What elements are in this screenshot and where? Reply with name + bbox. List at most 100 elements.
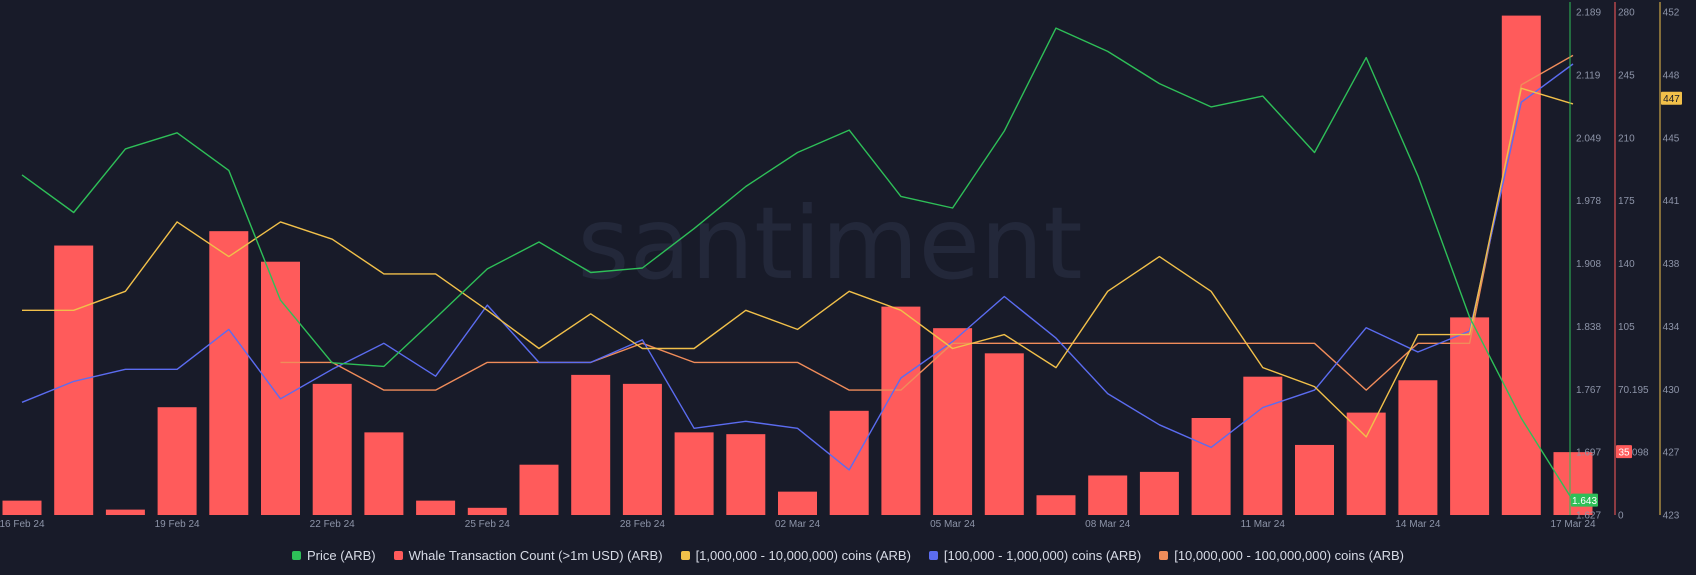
- price-axis-tick-label: 2.119: [1576, 70, 1601, 81]
- supply-current-badge-bg: [1661, 91, 1682, 105]
- price-axis-tick-label: 1.838: [1576, 322, 1601, 333]
- supply-current-badge: 447: [1663, 94, 1680, 105]
- whale-bar: [54, 245, 94, 516]
- whale-bar: [364, 432, 404, 515]
- coins-10m-100m-line: [280, 54, 1574, 391]
- legend-label: [1,000,000 - 10,000,000) coins (ARB): [695, 548, 911, 563]
- whale-bar: [1295, 444, 1334, 515]
- whale-axis-tick-label: 280: [1618, 8, 1635, 19]
- supply-axis-tick-label: 438: [1663, 259, 1680, 270]
- price-axis-tick-label: 1.697: [1576, 448, 1601, 459]
- legend-label: Price (ARB): [306, 548, 376, 563]
- supply-axis-tick-label: 434: [1663, 322, 1680, 333]
- whale-bar: [261, 261, 300, 515]
- supply-axis-tick-label: 448: [1663, 70, 1680, 81]
- price-axis-tick-label: 2.049: [1576, 133, 1601, 144]
- x-tick-label: 28 Feb 24: [620, 519, 665, 530]
- whale-bar: [1088, 475, 1128, 515]
- whale-bar: [1346, 412, 1386, 515]
- whale-bar: [1398, 380, 1438, 515]
- whale-axis-tick-label: 245: [1618, 70, 1635, 81]
- legend-swatch: [393, 551, 403, 560]
- whale-current-badge-bg: [1616, 445, 1632, 459]
- whale-axis-tick-label: 140: [1618, 259, 1635, 270]
- whale-bar: [1243, 376, 1283, 515]
- whale-bar: [674, 432, 714, 515]
- price-current-badge: 1.643: [1572, 496, 1597, 507]
- legend-item[interactable]: [10,000,000 - 100,000,000) coins (ARB): [1159, 548, 1404, 563]
- whale-axis-tick-label: 0: [1618, 511, 1624, 522]
- supply-axis-tick-label: 441: [1663, 196, 1680, 207]
- whale-bar: [1191, 417, 1231, 515]
- whale-bar: [209, 231, 249, 515]
- bars-layer: [2, 15, 1593, 516]
- whale-bar: [312, 383, 352, 515]
- whale-bar: [984, 353, 1024, 515]
- whale-bar: [467, 507, 507, 515]
- legend-item[interactable]: [1,000,000 - 10,000,000) coins (ARB): [680, 548, 911, 563]
- legend-label: [100,000 - 1,000,000) coins (ARB): [943, 548, 1142, 563]
- whale-bar: [1501, 15, 1541, 515]
- whale-bar: [622, 383, 662, 515]
- supply-axis-tick-label: 452: [1663, 8, 1680, 19]
- whale-bar: [519, 464, 559, 515]
- whale-bar: [778, 491, 817, 515]
- legend-item[interactable]: Whale Transaction Count (>1m USD) (ARB): [393, 548, 663, 563]
- price-current-badge-bg: [1571, 493, 1598, 507]
- whale-bar: [829, 410, 869, 515]
- coins-100k-1m-line: [21, 63, 1574, 471]
- price-axis-tick-label: 1.908: [1576, 259, 1601, 270]
- whale-axis-tick-label: 175: [1618, 196, 1635, 207]
- x-tick-label: 19 Feb 24: [155, 519, 200, 530]
- whale-axis-tick-label: 105: [1618, 322, 1635, 333]
- whale-bar: [2, 500, 42, 515]
- price-axis-tick-label: 1.767: [1576, 385, 1601, 396]
- x-tick-label: 22 Feb 24: [310, 519, 355, 530]
- x-tick-label: 17 Mar 24: [1550, 519, 1595, 530]
- price-line: [21, 27, 1574, 502]
- whale-bar: [1450, 317, 1490, 515]
- legend-item[interactable]: [100,000 - 1,000,000) coins (ARB): [928, 548, 1142, 563]
- x-tick-label: 25 Feb 24: [465, 519, 510, 530]
- supply-axis-tick-label: 427: [1663, 448, 1680, 459]
- whale-bar: [881, 306, 921, 515]
- legend-label: [10,000,000 - 100,000,000) coins (ARB): [1174, 548, 1405, 563]
- bottom-strip: [0, 575, 1696, 581]
- whale-axis-tick-label: 35.098: [1618, 448, 1649, 459]
- x-tick-label: 02 Mar 24: [775, 519, 820, 530]
- legend: Price (ARB) Whale Transaction Count (>1m …: [0, 548, 1696, 563]
- whale-current-badge: 35: [1618, 448, 1630, 459]
- x-tick-label: 11 Mar 24: [1241, 519, 1286, 530]
- whale-bar: [416, 500, 456, 515]
- legend-label: Whale Transaction Count (>1m USD) (ARB): [408, 548, 663, 563]
- supply-axis-tick-label: 430: [1663, 385, 1680, 396]
- supply-axis-tick-label: 445: [1663, 133, 1680, 144]
- legend-item[interactable]: Price (ARB): [291, 548, 376, 563]
- whale-bar: [1139, 471, 1179, 515]
- x-tick-label: 14 Mar 24: [1395, 519, 1440, 530]
- lines-layer: [21, 27, 1574, 502]
- legend-swatch: [1159, 551, 1169, 560]
- whale-axis-tick-label: 70.195: [1618, 385, 1649, 396]
- x-tick-label: 16 Feb 24: [0, 519, 45, 530]
- legend-swatch: [680, 551, 690, 560]
- whale-bar: [157, 407, 197, 515]
- axes-layer: 16 Feb 24 19 Feb 24 22 Feb 24 25 Feb 24 28 F…: [0, 2, 1682, 530]
- x-tick-label: 05 Mar 24: [930, 519, 975, 530]
- supply-axis-tick-label: 423: [1663, 511, 1680, 522]
- whale-bar: [726, 434, 766, 515]
- legend-swatch: [928, 551, 938, 560]
- whale-axis-tick-label: 210: [1618, 133, 1635, 144]
- whale-bar: [571, 374, 611, 515]
- price-axis-tick-label: 2.189: [1576, 8, 1601, 19]
- x-tick-label: 08 Mar 24: [1085, 519, 1130, 530]
- whale-bar: [105, 509, 145, 515]
- whale-bar: [1036, 495, 1076, 515]
- price-axis-tick-label: 1.978: [1576, 196, 1601, 207]
- legend-swatch: [291, 551, 301, 560]
- price-axis-tick-label: 1.627: [1576, 511, 1601, 522]
- coins-1m-10m-line: [22, 87, 1574, 438]
- whale-bar: [933, 328, 973, 515]
